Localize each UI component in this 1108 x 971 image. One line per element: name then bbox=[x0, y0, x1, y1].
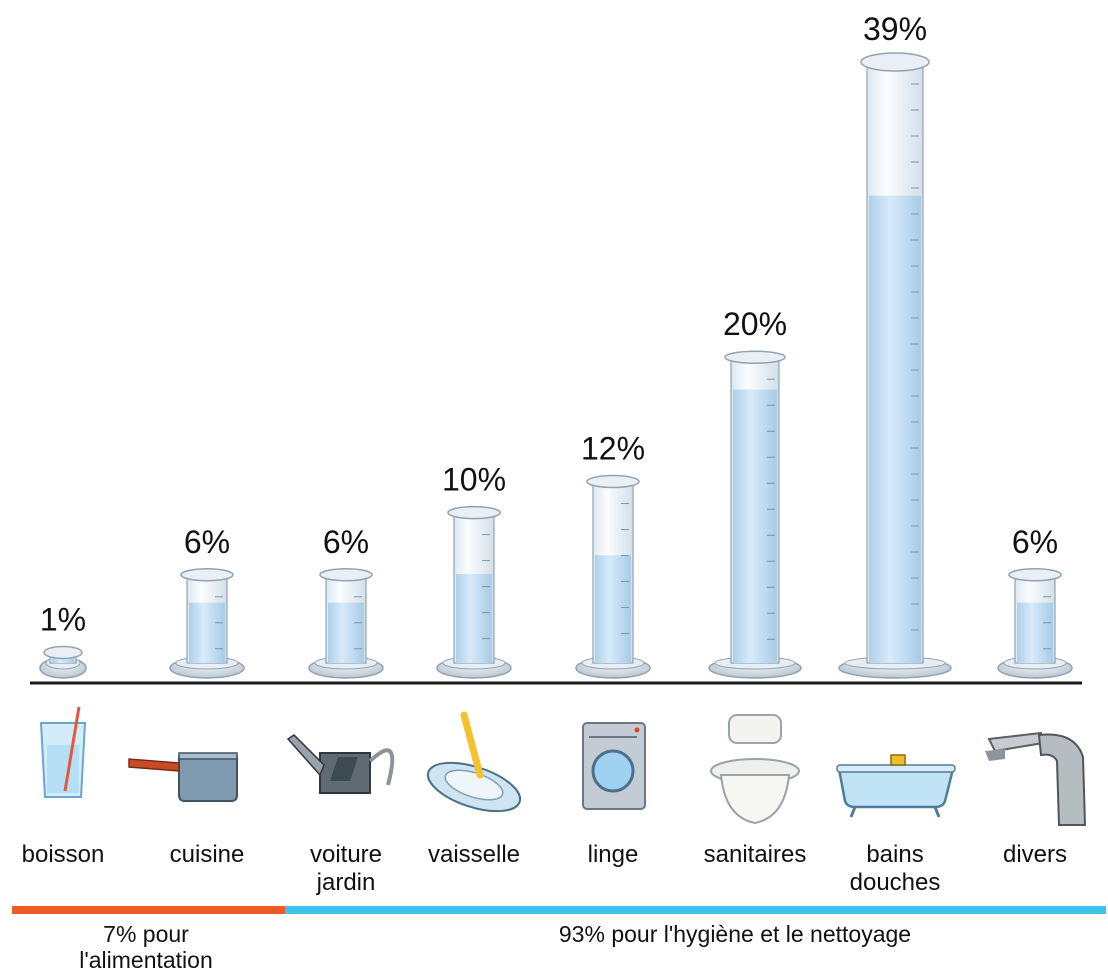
category-label: cuisine bbox=[170, 841, 245, 868]
category-label: bains bbox=[866, 841, 923, 868]
icons-layer bbox=[39, 706, 1087, 826]
cylinder-rim bbox=[860, 52, 930, 72]
group-label: l'alimentation bbox=[79, 947, 213, 971]
plate-icon bbox=[426, 711, 522, 813]
value-label: 1% bbox=[40, 601, 86, 637]
cylinder-water bbox=[1017, 602, 1053, 663]
cylinder-bar bbox=[436, 505, 512, 679]
value-label: 12% bbox=[581, 431, 645, 467]
group-bar bbox=[12, 906, 285, 914]
glass-icon bbox=[39, 706, 87, 798]
cylinder-rim bbox=[447, 505, 501, 520]
cylinder-water bbox=[595, 555, 631, 663]
value-label: 6% bbox=[1012, 524, 1058, 560]
value-label: 39% bbox=[863, 11, 927, 47]
toilet-icon bbox=[710, 714, 800, 825]
saucepan-icon bbox=[128, 752, 238, 802]
bathtub-icon bbox=[836, 754, 956, 818]
cylinder-water bbox=[456, 573, 492, 663]
category-label: boisson bbox=[22, 841, 105, 868]
category-label: linge bbox=[588, 841, 639, 868]
cylinder-rim bbox=[1008, 568, 1062, 582]
cylinder-water bbox=[52, 657, 74, 663]
cylinder-bar bbox=[838, 52, 952, 679]
cylinder-bar bbox=[39, 645, 87, 679]
category-label: vaisselle bbox=[428, 841, 520, 868]
cylinder-water bbox=[328, 602, 364, 663]
watering-can-icon bbox=[286, 734, 395, 794]
cylinder-rim bbox=[180, 568, 234, 582]
group-label: 93% pour l'hygiène et le nettoyage bbox=[559, 921, 911, 947]
cylinder-rim bbox=[724, 350, 786, 364]
category-label: douches bbox=[850, 869, 941, 896]
cylinder-water bbox=[869, 195, 921, 663]
cylinder-rim bbox=[586, 474, 640, 489]
category-label: divers bbox=[1003, 841, 1067, 868]
group-bracket: 93% pour l'hygiène et le nettoyage bbox=[285, 906, 1106, 947]
value-label: 6% bbox=[323, 524, 369, 560]
cylinder-bar bbox=[708, 350, 802, 679]
cylinder-water bbox=[733, 389, 777, 663]
cylinder-rim bbox=[319, 568, 373, 582]
faucet-icon bbox=[985, 731, 1087, 826]
value-label: 20% bbox=[723, 306, 787, 342]
cylinder-bar bbox=[169, 568, 245, 679]
cylinders-layer bbox=[39, 52, 1073, 679]
cylinder-water bbox=[189, 602, 225, 663]
cylinder-bar bbox=[575, 474, 651, 679]
group-bar bbox=[285, 906, 1106, 914]
cylinder-bar bbox=[308, 568, 384, 679]
group-label: 7% pour bbox=[103, 921, 189, 947]
category-label: jardin bbox=[316, 869, 376, 896]
cylinder-rim bbox=[43, 645, 83, 660]
value-label: 10% bbox=[442, 462, 506, 498]
category-label: sanitaires bbox=[704, 841, 807, 868]
value-labels-layer: 1% 6% 6% 10% 12% 20% 39% 6% bbox=[40, 11, 1058, 637]
cylinder-bar bbox=[997, 568, 1073, 679]
value-label: 6% bbox=[184, 524, 230, 560]
category-label: voiture bbox=[310, 841, 382, 868]
washing-machine-icon bbox=[582, 722, 646, 810]
